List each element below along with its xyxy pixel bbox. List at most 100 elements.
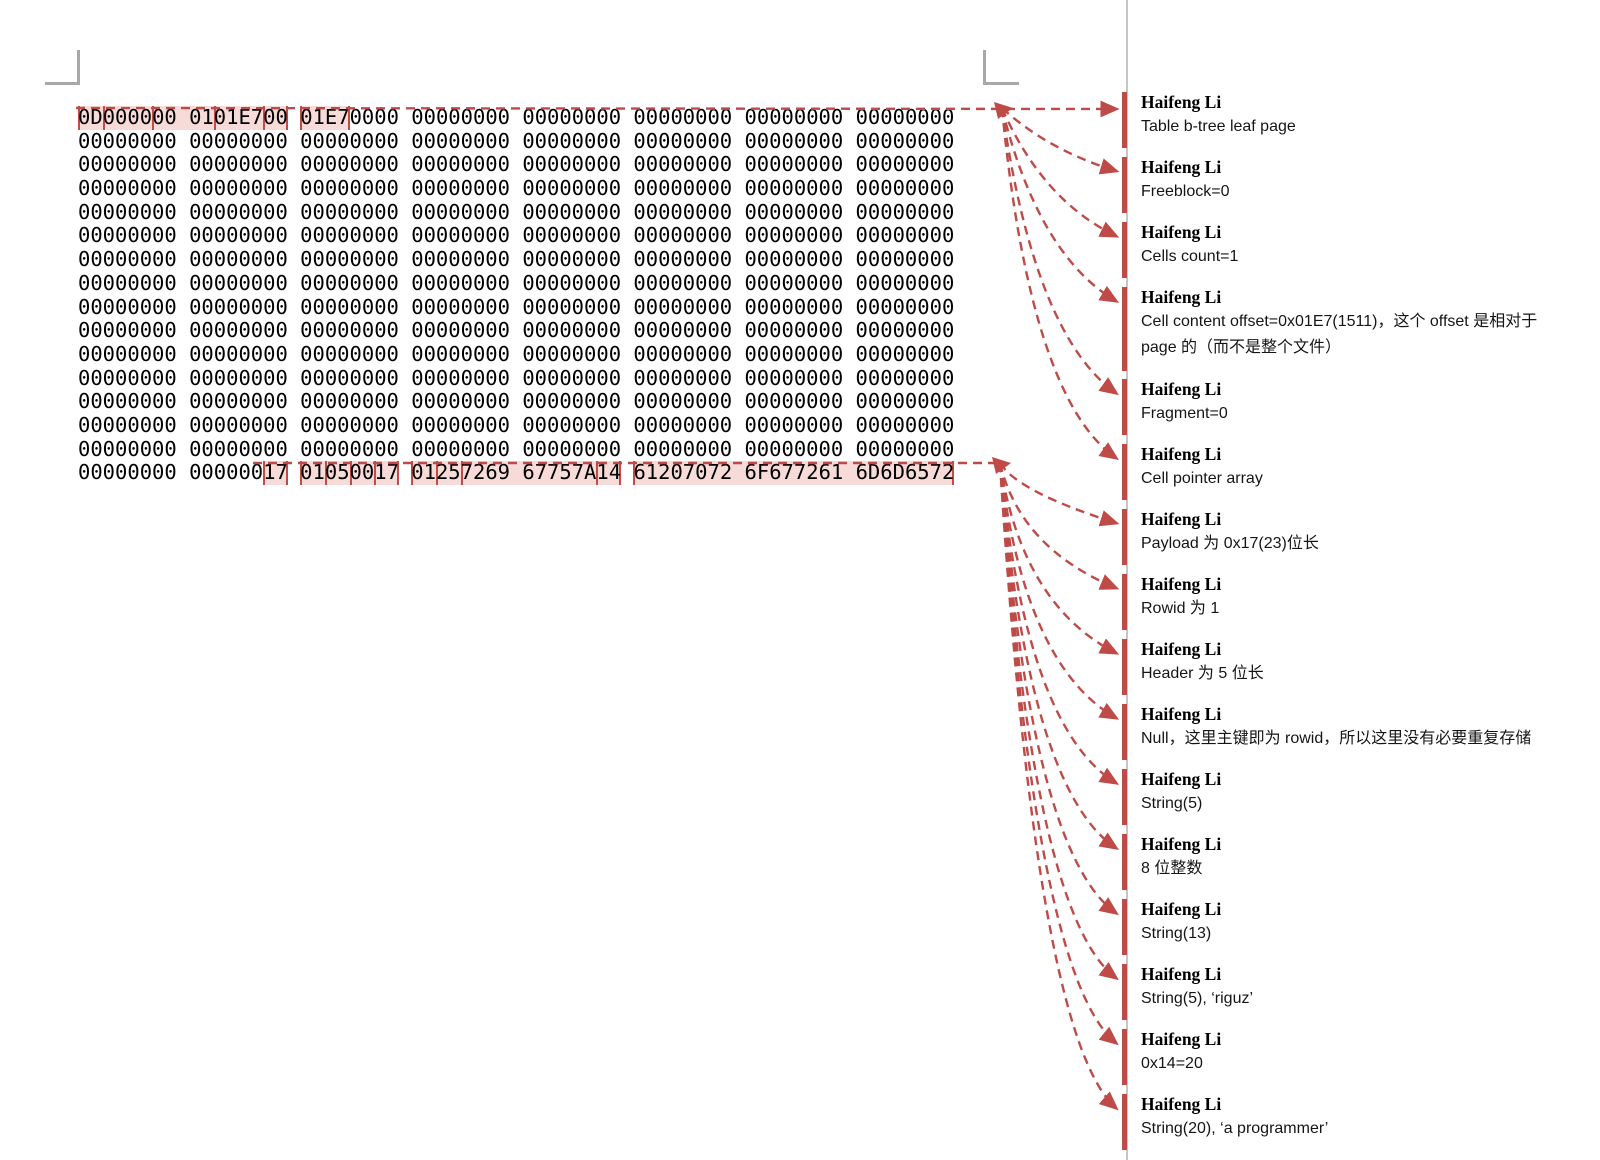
comment-text: Freeblock=0	[1141, 183, 1230, 200]
comment-author: Haifeng Li	[1141, 704, 1222, 724]
comment-13[interactable]: Haifeng Li String(13)	[1122, 899, 1600, 955]
hex-plain-text	[288, 106, 300, 130]
hex-plain-text: 0000 00000000 00000000 00000000 00000000…	[349, 105, 955, 129]
comment-anchor-bar	[1122, 964, 1127, 1020]
hex-byte-segment: 01	[411, 460, 436, 486]
comment-author: Haifeng Li	[1141, 222, 1222, 242]
comment-8[interactable]: Haifeng Li Rowid 为 1	[1122, 574, 1600, 630]
hex-byte-segment: 0D	[78, 105, 103, 130]
comment-16[interactable]: Haifeng Li String(20), ‘a programmer’	[1122, 1094, 1600, 1150]
cropmark-topleft-vertical	[77, 50, 80, 85]
comment-author: Haifeng Li	[1141, 1094, 1222, 1114]
comment-text: String(13)	[1141, 925, 1212, 942]
comment-anchor-bar	[1122, 92, 1127, 148]
cropmark-topright-vertical	[983, 50, 986, 85]
comment-5[interactable]: Haifeng Li Fragment=0	[1122, 379, 1600, 435]
comment-anchor-bar	[1122, 379, 1127, 435]
hex-row-cell-record[interactable]: 00000000 00000017 01050017 01257269 6775…	[78, 460, 955, 486]
comment-6[interactable]: Haifeng Li Cell pointer array	[1122, 444, 1600, 500]
hex-byte-segment: 05	[324, 460, 350, 486]
comment-text: Cell pointer array	[1141, 470, 1263, 487]
hex-row-zeros[interactable]: 00000000 00000000 00000000 00000000 0000…	[78, 318, 955, 343]
cropmark-topleft-horizontal	[45, 82, 80, 85]
comment-15[interactable]: Haifeng Li 0x14=20	[1122, 1029, 1600, 1085]
comment-14[interactable]: Haifeng Li String(5), ‘riguz’	[1122, 964, 1600, 1020]
hex-row-zeros[interactable]: 00000000 00000000 00000000 00000000 0000…	[78, 389, 955, 414]
hex-byte-segment: 00 01	[152, 105, 214, 130]
hex-plain-text	[399, 461, 411, 485]
comment-anchor-bar	[1122, 899, 1127, 955]
comment-text: 0x14=20	[1141, 1055, 1203, 1072]
fan-origin-arrow-bottom	[992, 457, 1011, 474]
comment-anchor-bar	[1122, 1029, 1127, 1085]
comment-anchor-bar	[1122, 222, 1127, 278]
hex-row-zeros[interactable]: 00000000 00000000 00000000 00000000 0000…	[78, 199, 955, 224]
comment-text: Payload 为 0x17(23)位长	[1141, 535, 1319, 552]
hex-row-page-header[interactable]: 0D000000 0101E700 01E70000 00000000 0000…	[78, 105, 955, 130]
fan-origin-arrow-top	[994, 102, 1013, 119]
comment-author: Haifeng Li	[1141, 769, 1222, 789]
hex-byte-segment: 7269 67757A	[460, 460, 597, 486]
comment-author: Haifeng Li	[1141, 639, 1222, 659]
comment-author: Haifeng Li	[1141, 899, 1222, 919]
comment-4[interactable]: Haifeng Li Cell content offset=0x01E7(151…	[1122, 287, 1600, 371]
comment-author: Haifeng Li	[1141, 509, 1222, 529]
comment-11[interactable]: Haifeng Li String(5)	[1122, 769, 1600, 825]
comment-text: 8 位整数	[1141, 860, 1203, 877]
hex-row-zeros[interactable]: 00000000 00000000 00000000 00000000 0000…	[78, 365, 955, 390]
comment-author: Haifeng Li	[1141, 444, 1222, 464]
comment-author: Haifeng Li	[1141, 287, 1222, 307]
cropmark-topright-horizontal	[983, 82, 1019, 85]
comment-anchor-bar	[1122, 769, 1127, 825]
hex-byte-segment: 01E7	[213, 105, 264, 130]
comment-anchor-bar	[1122, 704, 1127, 760]
comment-text: Rowid 为 1	[1141, 600, 1220, 617]
comment-text: String(20), ‘a programmer’	[1141, 1120, 1329, 1137]
hex-plain-text: 00000000 000000	[78, 460, 264, 485]
comment-12[interactable]: Haifeng Li 8 位整数	[1122, 834, 1600, 890]
hex-row-zeros[interactable]: 00000000 00000000 00000000 00000000 0000…	[78, 294, 955, 319]
hex-row-zeros[interactable]: 00000000 00000000 00000000 00000000 0000…	[78, 128, 955, 153]
comment-author: Haifeng Li	[1141, 379, 1222, 399]
hex-row-zeros[interactable]: 00000000 00000000 00000000 00000000 0000…	[78, 247, 955, 272]
comment-author: Haifeng Li	[1141, 964, 1222, 984]
comment-text: String(5)	[1141, 795, 1203, 812]
comment-margin-divider	[1126, 0, 1128, 1160]
hex-plain-text	[621, 461, 633, 485]
hex-row-zeros[interactable]: 00000000 00000000 00000000 00000000 0000…	[78, 176, 955, 201]
hex-row-zeros[interactable]: 00000000 00000000 00000000 00000000 0000…	[78, 341, 955, 366]
hex-row-zeros[interactable]: 00000000 00000000 00000000 00000000 0000…	[78, 270, 955, 295]
hex-byte-segment: 17	[263, 460, 288, 486]
comment-text: Cells count=1	[1141, 248, 1239, 265]
hex-row-zeros[interactable]: 00000000 00000000 00000000 00000000 0000…	[78, 412, 955, 437]
hex-byte-segment: 01E7	[300, 105, 350, 130]
hex-plain-text	[288, 461, 300, 485]
comment-anchor-bar	[1122, 509, 1127, 565]
hex-row-zeros[interactable]: 00000000 00000000 00000000 00000000 0000…	[78, 152, 955, 177]
comment-text: Table b-tree leaf page	[1141, 118, 1296, 135]
comment-anchor-bar	[1122, 834, 1127, 890]
comment-10[interactable]: Haifeng Li Null，这里主键即为 rowid，所以这里没有必要重复存储	[1122, 704, 1600, 760]
comment-author: Haifeng Li	[1141, 574, 1222, 594]
hex-byte-segment: 25	[435, 460, 461, 486]
comment-anchor-bar	[1122, 287, 1127, 371]
comment-7[interactable]: Haifeng Li Payload 为 0x17(23)位长	[1122, 509, 1600, 565]
comment-anchor-bar	[1122, 157, 1127, 213]
comment-2[interactable]: Haifeng Li Freeblock=0	[1122, 157, 1600, 213]
comment-anchor-bar	[1122, 1094, 1127, 1150]
hex-byte-segment: 01	[300, 460, 325, 486]
comment-author: Haifeng Li	[1141, 157, 1222, 177]
hex-dump[interactable]: 0D000000 0101E700 01E70000 00000000 0000…	[78, 105, 955, 486]
comment-author: Haifeng Li	[1141, 92, 1222, 112]
hex-row-zeros[interactable]: 00000000 00000000 00000000 00000000 0000…	[78, 436, 955, 461]
comment-anchor-bar	[1122, 639, 1127, 695]
hex-byte-segment: 61207072 6F677261 6D6D6572	[633, 460, 955, 486]
comment-anchor-bar	[1122, 574, 1127, 630]
comment-text: Cell content offset=0x01E7(1511)，这个 offs…	[1141, 313, 1538, 356]
hex-row-zeros[interactable]: 00000000 00000000 00000000 00000000 0000…	[78, 223, 955, 248]
hex-byte-segment: 17	[374, 460, 399, 486]
comment-1[interactable]: Haifeng Li Table b-tree leaf page	[1122, 92, 1600, 148]
comment-anchor-bar	[1122, 444, 1127, 500]
comment-9[interactable]: Haifeng Li Header 为 5 位长	[1122, 639, 1600, 695]
comment-3[interactable]: Haifeng Li Cells count=1	[1122, 222, 1600, 278]
